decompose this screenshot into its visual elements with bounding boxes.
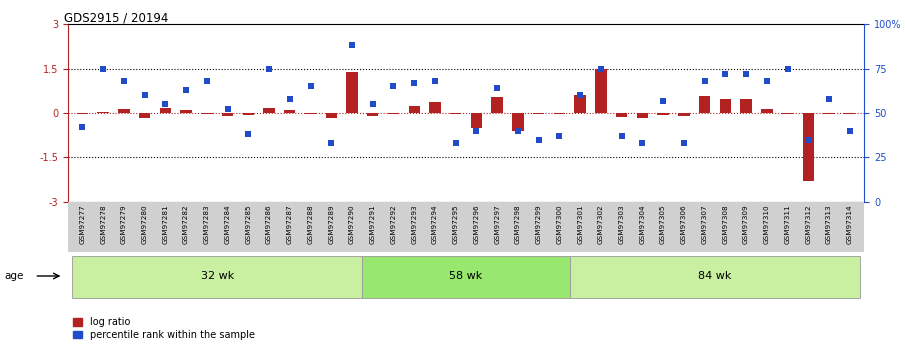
Bar: [450, 113, 462, 115]
Text: GSM97313: GSM97313: [826, 204, 832, 244]
Bar: [512, 113, 524, 131]
Bar: [98, 111, 109, 113]
Text: GSM97281: GSM97281: [162, 204, 168, 244]
Text: GSM97314: GSM97314: [847, 204, 853, 244]
Bar: [803, 113, 814, 181]
Text: GSM97290: GSM97290: [349, 204, 355, 244]
Text: GSM97277: GSM97277: [80, 204, 85, 244]
Bar: [347, 71, 357, 113]
Bar: [119, 109, 129, 113]
Text: GSM97306: GSM97306: [681, 204, 687, 244]
Bar: [533, 113, 545, 115]
Bar: [844, 113, 855, 115]
Text: GSM97291: GSM97291: [370, 204, 376, 244]
Text: 32 wk: 32 wk: [201, 271, 233, 281]
Text: GSM97292: GSM97292: [390, 204, 396, 244]
Text: GSM97286: GSM97286: [266, 204, 272, 244]
Bar: [305, 113, 316, 115]
Bar: [326, 113, 337, 118]
Text: GSM97278: GSM97278: [100, 204, 106, 244]
Text: GSM97279: GSM97279: [121, 204, 127, 244]
Text: GSM97298: GSM97298: [515, 204, 521, 244]
Text: GSM97308: GSM97308: [722, 204, 729, 244]
Bar: [824, 113, 834, 115]
Bar: [595, 69, 606, 113]
Bar: [222, 113, 233, 116]
Text: age: age: [5, 271, 24, 281]
Text: GSM97297: GSM97297: [494, 204, 500, 244]
Text: GSM97293: GSM97293: [411, 204, 417, 244]
FancyBboxPatch shape: [72, 256, 362, 298]
Bar: [77, 113, 88, 115]
Text: GSM97285: GSM97285: [245, 204, 252, 244]
FancyBboxPatch shape: [362, 256, 570, 298]
Text: GSM97310: GSM97310: [764, 204, 770, 244]
Bar: [408, 107, 420, 113]
Text: GSM97287: GSM97287: [287, 204, 293, 244]
Bar: [719, 99, 731, 113]
Bar: [263, 108, 275, 113]
Text: 84 wk: 84 wk: [699, 271, 731, 281]
Bar: [575, 95, 586, 113]
Bar: [367, 113, 378, 116]
Bar: [201, 113, 213, 115]
Text: GSM97311: GSM97311: [785, 204, 791, 244]
Text: GSM97299: GSM97299: [536, 204, 542, 244]
Bar: [159, 108, 171, 113]
Text: GSM97294: GSM97294: [432, 204, 438, 244]
Legend: log ratio, percentile rank within the sample: log ratio, percentile rank within the sa…: [72, 317, 255, 340]
Text: GSM97282: GSM97282: [183, 204, 189, 244]
Text: GSM97280: GSM97280: [141, 204, 148, 244]
Text: GSM97283: GSM97283: [204, 204, 210, 244]
Text: 58 wk: 58 wk: [450, 271, 482, 281]
Bar: [429, 102, 441, 113]
Bar: [761, 109, 773, 113]
Text: GSM97303: GSM97303: [619, 204, 624, 244]
Bar: [740, 99, 752, 113]
Text: GSM97307: GSM97307: [701, 204, 708, 244]
Text: GSM97312: GSM97312: [805, 204, 811, 244]
Text: GSM97301: GSM97301: [577, 204, 583, 244]
Bar: [387, 113, 399, 115]
Text: GDS2915 / 20194: GDS2915 / 20194: [64, 11, 168, 24]
Bar: [180, 110, 192, 113]
Bar: [471, 113, 482, 128]
Bar: [138, 113, 150, 118]
Text: GSM97309: GSM97309: [743, 204, 749, 244]
FancyBboxPatch shape: [570, 256, 860, 298]
Bar: [782, 113, 794, 115]
Bar: [616, 113, 627, 117]
Text: GSM97289: GSM97289: [329, 204, 334, 244]
Text: GSM97305: GSM97305: [660, 204, 666, 244]
Text: GSM97284: GSM97284: [224, 204, 231, 244]
Text: GSM97295: GSM97295: [452, 204, 459, 244]
Bar: [636, 113, 648, 118]
Bar: [678, 113, 690, 116]
Bar: [699, 96, 710, 113]
Bar: [491, 97, 503, 113]
Text: GSM97288: GSM97288: [308, 204, 313, 244]
Text: GSM97304: GSM97304: [639, 204, 645, 244]
Bar: [284, 110, 296, 113]
Text: GSM97296: GSM97296: [473, 204, 480, 244]
Bar: [657, 113, 669, 115]
Text: GSM97300: GSM97300: [557, 204, 562, 244]
Bar: [554, 113, 565, 115]
Text: GSM97302: GSM97302: [598, 204, 604, 244]
Bar: [243, 113, 254, 115]
